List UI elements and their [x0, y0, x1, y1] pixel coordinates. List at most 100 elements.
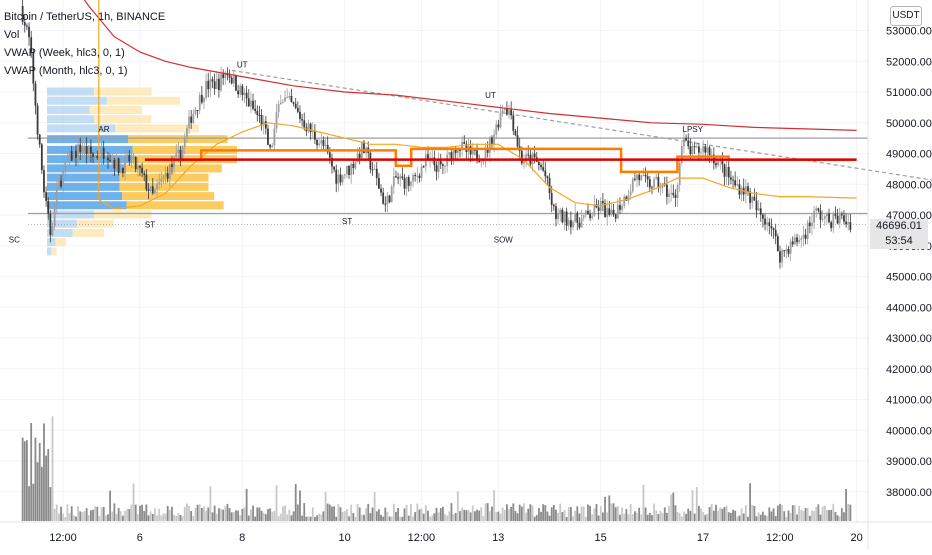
volume-bar: [282, 506, 284, 521]
candle-body: [30, 37, 33, 52]
candle-body: [232, 75, 235, 84]
candle-body: [437, 160, 440, 172]
candle-body: [640, 175, 643, 181]
volume-bar: [608, 495, 611, 521]
volume-bar: [819, 514, 822, 521]
current-price: 46696.01: [876, 220, 922, 232]
candle-body: [604, 203, 606, 218]
volume-bar: [565, 516, 568, 521]
candle-body: [382, 192, 385, 204]
candle-body: [704, 146, 707, 153]
price-tick-label: 49000.00: [886, 149, 932, 161]
volume-bar: [580, 506, 583, 521]
volume-bar: [205, 510, 208, 521]
candle-body: [740, 187, 743, 195]
candle-body: [582, 214, 585, 218]
candle-body: [557, 213, 560, 219]
volume-bar: [465, 510, 468, 521]
vwap-week-label[interactable]: VWAP (Week, hlc3, 0, 1): [4, 47, 125, 59]
volume-bar: [646, 514, 649, 521]
volume-bar: [836, 515, 839, 521]
vwap-month-label[interactable]: VWAP (Month, hlc3, 0, 1): [4, 65, 128, 77]
candle-body: [830, 222, 833, 229]
volume-bar: [254, 516, 257, 521]
candle-body: [715, 163, 717, 166]
candle-body: [484, 147, 487, 159]
volume-bar: [418, 509, 421, 521]
volume-bar: [689, 510, 692, 521]
volume-bar: [279, 513, 282, 521]
candle-body: [542, 167, 545, 171]
volume-bar: [117, 507, 120, 521]
candle-body: [222, 74, 225, 79]
volume-bar: [762, 511, 764, 521]
candle-body: [787, 249, 790, 254]
volume-bar: [433, 513, 436, 521]
candle-body: [689, 146, 692, 155]
profile-row-blue: [47, 247, 52, 256]
volume-bar: [629, 504, 632, 521]
candle-body: [407, 177, 410, 186]
volume-bar: [171, 506, 173, 521]
volume-bar: [256, 507, 259, 521]
volume-bar: [828, 510, 830, 521]
volume-bar: [721, 508, 724, 521]
wyckoff-label: UT: [485, 91, 496, 100]
candle-body: [175, 152, 178, 158]
candle-body: [188, 116, 190, 129]
candle-body: [727, 166, 730, 178]
volume-bar: [399, 516, 402, 521]
volume-bar: [371, 507, 374, 521]
volume-bar: [747, 516, 749, 521]
candle-body: [817, 208, 820, 211]
candle-body: [657, 176, 660, 189]
candle-body: [469, 146, 472, 155]
vol-indicator-label[interactable]: Vol: [4, 29, 20, 41]
volume-bar: [87, 515, 90, 521]
volume-bar: [561, 512, 564, 521]
candle-body: [631, 178, 634, 192]
candle-body: [113, 159, 116, 169]
time-tick-label: 12:00: [408, 532, 436, 544]
volume-bar: [154, 508, 156, 521]
candle-body: [269, 144, 272, 148]
candle-body: [288, 96, 291, 98]
volume-bar: [382, 516, 385, 521]
candle-body: [576, 212, 579, 223]
candle-body: [512, 115, 515, 131]
candle-body: [399, 176, 402, 179]
profile-row-blue: [47, 155, 133, 164]
volume-bar: [595, 504, 598, 521]
candle-body: [286, 97, 289, 99]
volume-bar: [823, 505, 826, 521]
candle-body: [177, 150, 180, 153]
candle-body: [429, 157, 432, 159]
volume-bar: [318, 513, 321, 521]
candle-body: [644, 175, 647, 177]
price-tick-label: 42000.00: [886, 364, 932, 376]
candle-body: [572, 221, 574, 228]
candle-body: [198, 95, 201, 111]
volume-bar: [695, 487, 698, 521]
candle-body: [168, 164, 171, 179]
candle-body: [194, 109, 197, 114]
candle-body: [87, 146, 90, 155]
volume-bar: [437, 512, 440, 521]
symbol-title[interactable]: Bitcoin / TetherUS, 1h, BINANCE: [4, 11, 166, 23]
candle-body: [403, 178, 406, 189]
profile-row-orange: [51, 247, 57, 256]
volume-bar: [742, 513, 745, 521]
currency-unit-button[interactable]: USDT: [890, 6, 922, 26]
candle-body: [497, 124, 500, 128]
volume-bar: [804, 508, 807, 521]
volume-bar: [220, 509, 222, 521]
volume-bar: [727, 512, 730, 521]
candle-body: [390, 186, 393, 203]
candle-body: [363, 141, 365, 154]
candle-body: [700, 152, 702, 154]
candle-body: [685, 137, 688, 141]
price-tick-label: 40000.00: [886, 425, 932, 437]
candle-body: [819, 210, 822, 220]
